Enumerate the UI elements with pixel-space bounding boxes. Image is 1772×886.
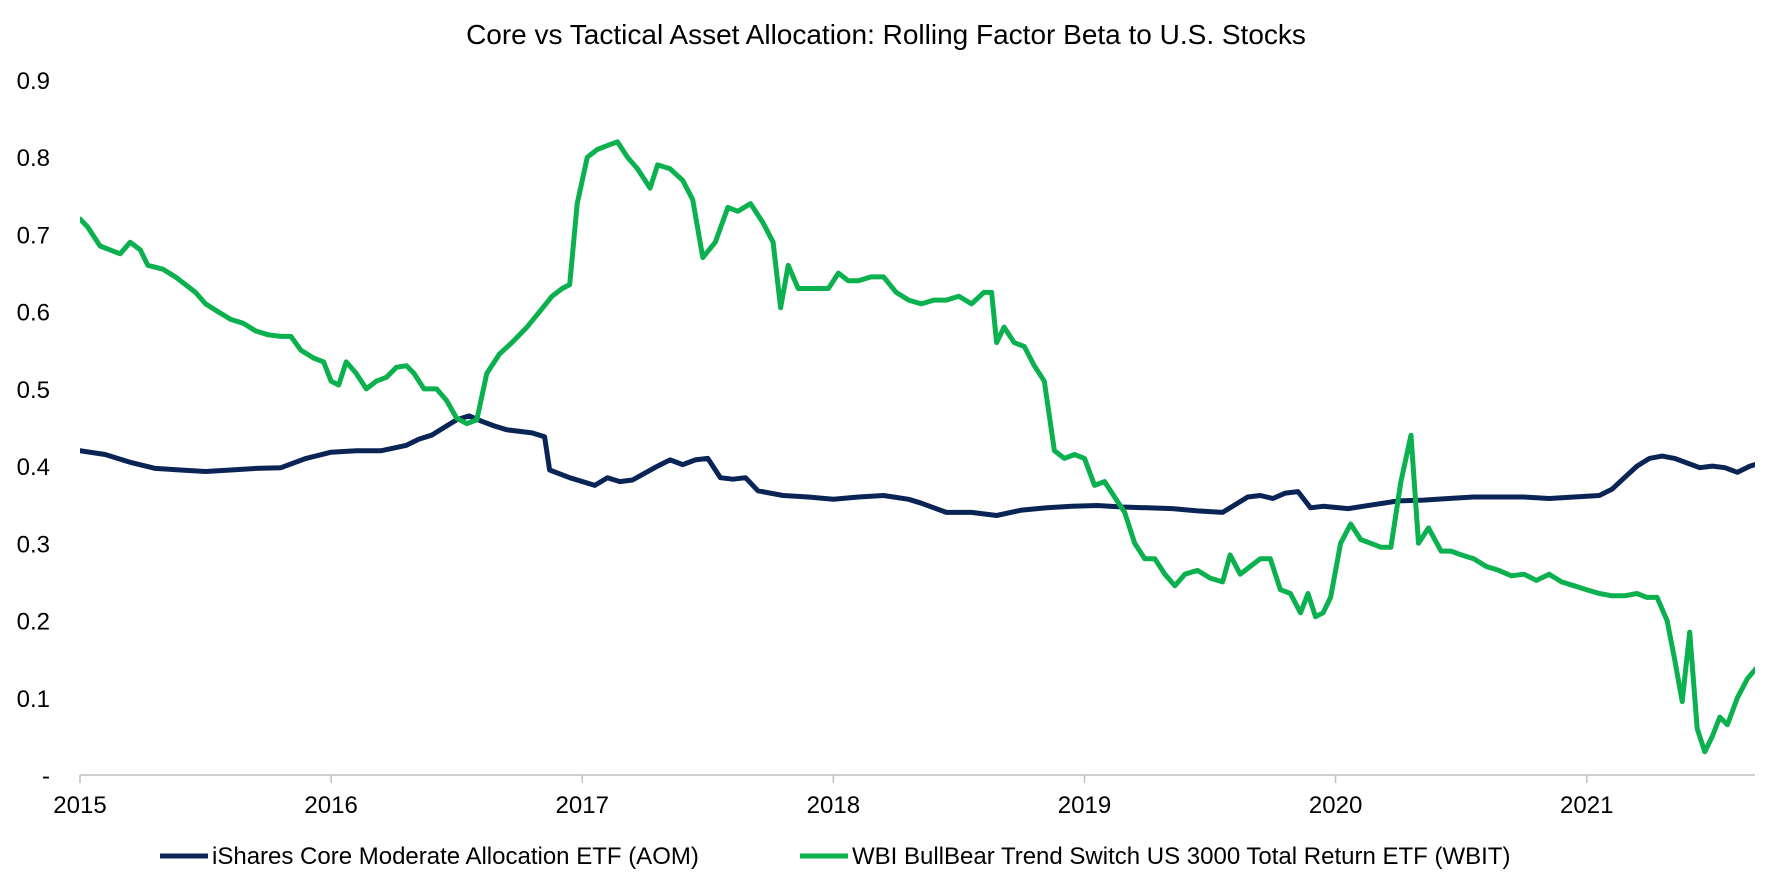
- y-tick-label: 0.1: [17, 686, 50, 713]
- legend-label-2: WBI BullBear Trend Switch US 3000 Total …: [852, 843, 1510, 870]
- chart-title: Core vs Tactical Asset Allocation: Rolli…: [466, 19, 1306, 50]
- series-line-1: [80, 413, 1755, 518]
- x-tick-label: 2018: [807, 792, 860, 819]
- x-tick-label: 2020: [1309, 792, 1362, 819]
- chart-legend: iShares Core Moderate Allocation ETF (AO…: [160, 843, 1510, 870]
- y-tick-label: 0.6: [17, 300, 50, 327]
- y-tick-label: 0.3: [17, 531, 50, 558]
- chart-series: [80, 139, 1755, 755]
- x-tick-label: 2015: [53, 792, 106, 819]
- y-tick-label: -: [42, 763, 50, 790]
- x-tick-label: 2021: [1560, 792, 1613, 819]
- chart-axes: - 0.1 0.2 0.3 0.4 0.5 0.6 0.7 0.8 0.9 2015 2016 2017…: [17, 68, 1755, 819]
- y-tick-label: 0.2: [17, 609, 50, 636]
- y-tick-label: 0.7: [17, 222, 50, 249]
- y-tick-label: 0.4: [17, 454, 50, 481]
- x-tick-label: 2017: [556, 792, 609, 819]
- y-tick-label: 0.8: [17, 145, 50, 172]
- series-line-2: [80, 139, 1755, 755]
- y-tick-label: 0.9: [17, 68, 50, 95]
- x-tick-label: 2019: [1058, 792, 1111, 819]
- legend-label-1: iShares Core Moderate Allocation ETF (AO…: [212, 843, 699, 870]
- y-tick-label: 0.5: [17, 377, 50, 404]
- x-tick-label: 2016: [304, 792, 357, 819]
